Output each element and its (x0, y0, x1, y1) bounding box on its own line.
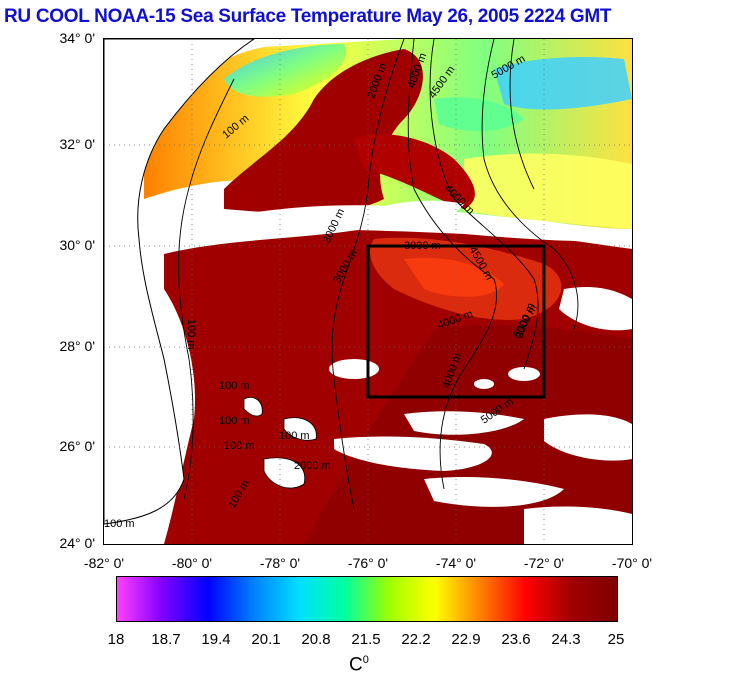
cloud-small-1 (508, 367, 540, 381)
contour-label: 100 m (104, 518, 135, 530)
colorbar-tick: 22.9 (451, 631, 481, 648)
cloud-band-2 (374, 200, 464, 222)
lat-label-32: 32° 0' (59, 136, 95, 152)
lon-label-72: -72° 0' (523, 555, 565, 571)
cold-patch-northeast (494, 57, 632, 110)
sst-map-svg: 100 m 100 m 100 m 100 m 100 m 100 m 100 … (104, 39, 632, 544)
cloud-southeast (524, 506, 632, 544)
lat-label-30: 30° 0' (59, 237, 95, 253)
cold-coastal-water (224, 44, 346, 97)
bathymetry-contours (178, 39, 579, 510)
yellow-band (464, 153, 632, 229)
sst-map: 100 m 100 m 100 m 100 m 100 m 100 m 100 … (103, 38, 633, 545)
map-title: RU COOL NOAA-15 Sea Surface Temperature … (4, 6, 612, 27)
colorbar-tick: 18 (107, 631, 125, 648)
colorbar-tick: 20.8 (301, 631, 331, 648)
land-bahamas-3 (263, 457, 306, 489)
cloud-small-3 (329, 359, 379, 379)
cloud-south-3 (424, 477, 564, 507)
lon-label-76: -76° 0' (347, 555, 389, 571)
colorbar-tick: 18.7 (151, 631, 181, 648)
cloud-south-4 (544, 414, 632, 461)
contour-label: 100 m (219, 380, 250, 392)
colorbar (116, 576, 618, 622)
gulf-stream-filament (354, 134, 475, 209)
lon-label-74: -74° 0' (435, 555, 477, 571)
cloud-south-2 (334, 436, 492, 471)
lat-label-24: 24° 0' (59, 535, 95, 551)
land-mainland (104, 39, 255, 525)
lon-label-80: -80° 0' (171, 555, 213, 571)
colorbar-tick: 25 (607, 631, 625, 648)
land-bahamas-2 (283, 417, 317, 441)
warm-water-redpatch (404, 257, 504, 297)
contour-label: 100 m (279, 430, 310, 442)
colorbar-tick: 20.1 (251, 631, 281, 648)
contour-label: 2000 m (294, 460, 331, 472)
lat-label-34: 34° 0' (59, 30, 95, 46)
colorbar-tick: 21.5 (351, 631, 381, 648)
colorbar-tick: 22.2 (401, 631, 431, 648)
lon-label-78: -78° 0' (259, 555, 301, 571)
cloud-small-2 (474, 379, 494, 389)
gulf-stream-north (224, 49, 423, 214)
lon-label-70: -70° 0' (611, 555, 653, 571)
lat-label-28: 28° 0' (59, 338, 95, 354)
colorbar-unit: C0 (349, 654, 369, 676)
contour-label: 100 m (224, 440, 255, 452)
cloud-south-1 (404, 411, 524, 435)
land-bahamas-1 (243, 397, 263, 417)
cloud-band-north (244, 205, 632, 242)
green-patch (434, 97, 524, 131)
colorbar-tick: 24.3 (551, 631, 581, 648)
contour-label: 100 m (185, 319, 197, 350)
colorbar-tick: 19.4 (201, 631, 231, 648)
contour-label: 100 m (219, 415, 250, 427)
lat-label-26: 26° 0' (59, 438, 95, 454)
study-region-box (366, 244, 546, 399)
lon-label-82: -82° 0' (83, 555, 125, 571)
colorbar-tick: 23.6 (501, 631, 531, 648)
